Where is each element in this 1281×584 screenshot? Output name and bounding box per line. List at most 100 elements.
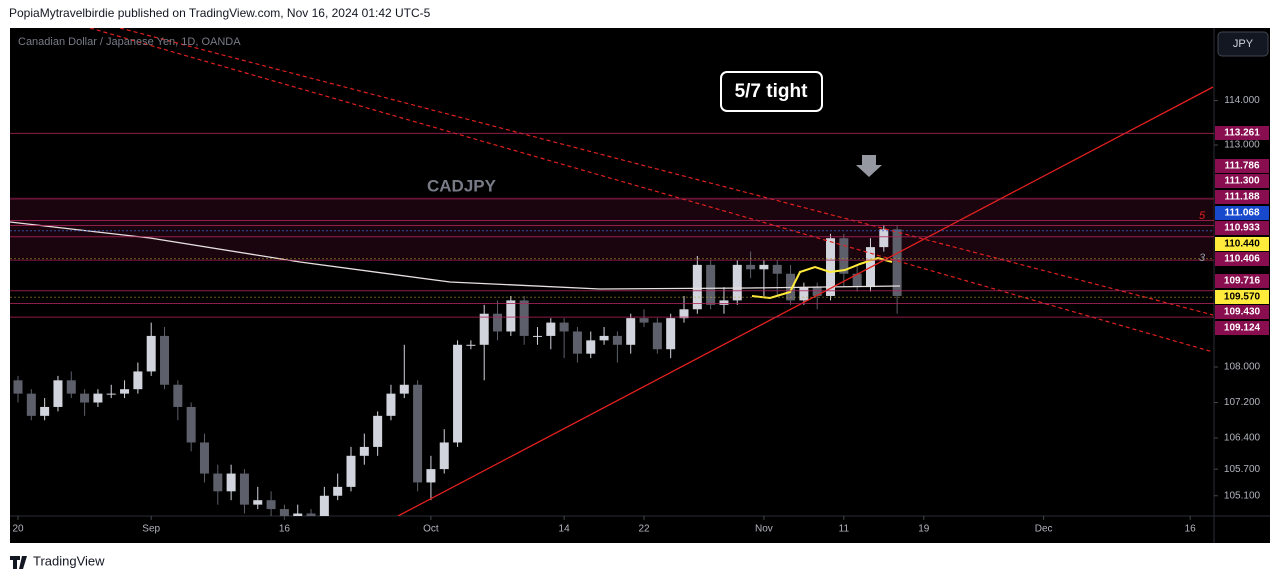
- candle-body: [359, 446, 369, 456]
- candle-body: [199, 442, 209, 474]
- level-badge: [1215, 290, 1269, 304]
- candle-body: [80, 393, 90, 403]
- y-tick-label: 113.000: [1224, 140, 1260, 151]
- candle-body: [173, 384, 183, 407]
- candle-body: [239, 473, 249, 505]
- candle-body: [546, 322, 556, 336]
- y-tick-label: 105.700: [1224, 464, 1261, 475]
- footer: TradingView: [33, 553, 105, 568]
- candle-body: [626, 318, 636, 345]
- level-badge: [1215, 206, 1269, 220]
- candle-body: [599, 335, 609, 341]
- annotation: 5/7 tight: [735, 81, 809, 102]
- candle-body: [799, 287, 809, 301]
- trend-line: [397, 86, 1214, 516]
- x-tick-label: 19: [918, 524, 930, 535]
- currency-button[interactable]: [1217, 31, 1269, 57]
- candle-body: [399, 384, 409, 394]
- candle-body: [53, 380, 63, 407]
- candle-body: [666, 318, 676, 350]
- level-mark: 5: [1199, 210, 1206, 222]
- candle-body: [612, 335, 622, 345]
- level-label: 109.716: [1224, 276, 1261, 287]
- x-tick-label: 11: [839, 524, 850, 535]
- candle-body: [639, 318, 649, 323]
- candle-body: [506, 300, 516, 332]
- candle-body: [466, 344, 476, 346]
- annotation-box: [720, 71, 823, 112]
- candle-body: [186, 406, 196, 443]
- x-tick-label: 20: [12, 524, 24, 535]
- level-label: 109.570: [1224, 292, 1261, 303]
- x-tick-label: 16: [1185, 524, 1197, 535]
- candle-body: [106, 393, 116, 395]
- candle-body: [852, 273, 862, 288]
- level-badge: [1215, 237, 1269, 251]
- chart-title: Canadian Dollar / Japanese Yen, 1D, OAND…: [18, 36, 241, 48]
- candle-body: [160, 335, 170, 385]
- level-label: 113.261: [1224, 128, 1260, 139]
- level-badge: [1215, 126, 1269, 140]
- candle-body: [439, 442, 449, 470]
- candle-body: [333, 486, 343, 496]
- level-mark: 3: [1199, 252, 1206, 264]
- logo: [10, 556, 27, 569]
- level-label: 109.430: [1224, 307, 1261, 318]
- x-tick-label: Sep: [142, 524, 160, 535]
- candle-body: [772, 264, 782, 274]
- candle-body: [732, 264, 742, 301]
- y-tick-label: 114.000: [1224, 95, 1260, 106]
- level-badge: [1215, 190, 1269, 204]
- candle-body: [453, 344, 463, 443]
- level-badge: [1215, 174, 1269, 188]
- candle-body: [266, 500, 276, 510]
- x-tick-label: 22: [638, 524, 650, 535]
- level-label: 111.300: [1224, 176, 1259, 187]
- y-tick-label: 105.100: [1224, 490, 1261, 501]
- candle-body: [746, 264, 756, 270]
- level-label: 111.786: [1224, 161, 1259, 172]
- x-tick-label: 14: [559, 524, 571, 535]
- level-label: 111.068: [1224, 208, 1259, 219]
- candle-body: [719, 300, 729, 305]
- level-badge: [1215, 159, 1269, 173]
- candle-body: [120, 389, 130, 394]
- zone: [10, 197, 1214, 258]
- trend-line: [89, 28, 1214, 353]
- symbol-label: CADJPY: [427, 176, 497, 195]
- candle-body: [892, 229, 902, 296]
- candle-body: [373, 415, 383, 447]
- x-tick-label: 16: [279, 524, 291, 535]
- candle-body: [66, 380, 76, 394]
- candle-body: [879, 229, 889, 248]
- arrow: [856, 155, 882, 177]
- y-tick-label: 106.400: [1224, 433, 1261, 444]
- moving-average: [10, 221, 901, 290]
- candle-body: [319, 495, 329, 516]
- level-label: 110.440: [1224, 239, 1260, 250]
- level-badge: [1215, 321, 1269, 335]
- candle-body: [213, 473, 223, 492]
- chart-bg: [10, 28, 1270, 543]
- level-label: 110.933: [1224, 223, 1260, 234]
- x-tick-label: Nov: [755, 524, 773, 535]
- candle-body: [279, 509, 289, 516]
- level-badge: [1215, 221, 1269, 235]
- y-tick-label: 107.200: [1224, 397, 1261, 408]
- candle-body: [306, 513, 316, 516]
- currency[interactable]: JPY: [1233, 38, 1254, 50]
- candle-body: [426, 469, 436, 483]
- candle-body: [679, 309, 689, 319]
- candle-body: [652, 322, 662, 350]
- moving-average-short: [751, 256, 893, 300]
- trend-line: [119, 28, 1214, 316]
- candle-body: [706, 264, 716, 305]
- candle-body: [26, 393, 36, 416]
- candle-body: [226, 473, 236, 492]
- candles: [13, 224, 902, 516]
- candle-body: [479, 313, 489, 345]
- candle-body: [493, 313, 503, 332]
- level-label: 110.406: [1224, 254, 1260, 265]
- candle-body: [519, 300, 529, 336]
